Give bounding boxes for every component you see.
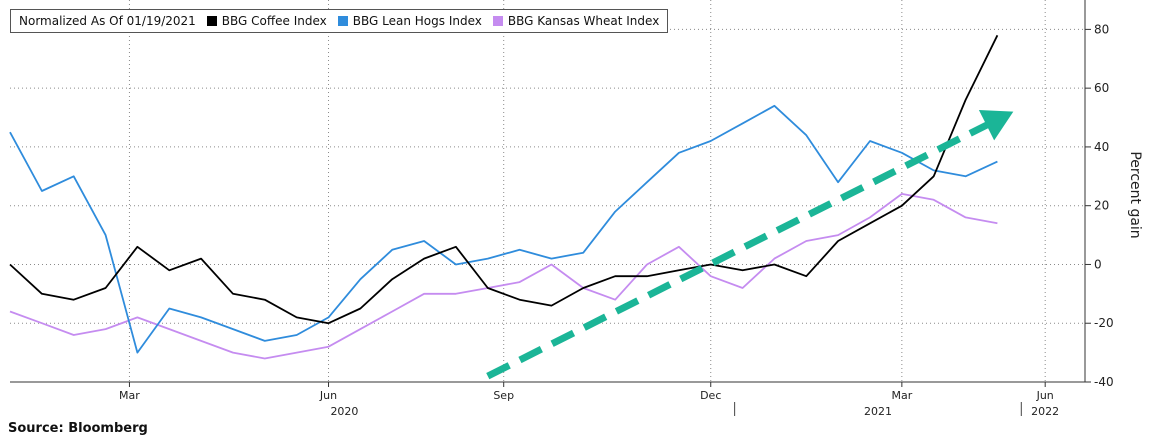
y-tick-label: 60 <box>1094 81 1109 95</box>
legend-item-lean-hogs: BBG Lean Hogs Index <box>337 14 482 28</box>
x-tick-label: Mar <box>119 389 140 402</box>
x-tick-label: Jun <box>1036 389 1054 402</box>
y-axis-title: Percent gain <box>1127 151 1143 238</box>
series-line-kansas-wheat <box>9 193 998 360</box>
legend-swatch-coffee <box>206 16 217 26</box>
y-tick-label: -40 <box>1094 375 1114 389</box>
legend-label-coffee: BBG Coffee Index <box>221 14 327 28</box>
source-note: Source: Bloomberg <box>8 421 148 436</box>
legend-label-kansas-wheat: BBG Kansas Wheat Index <box>507 14 660 28</box>
y-tick-label: 80 <box>1094 22 1109 36</box>
series-line-coffee <box>9 34 999 325</box>
legend-item-kansas-wheat: BBG Kansas Wheat Index <box>492 14 660 28</box>
y-tick-label: -20 <box>1094 316 1114 330</box>
x-tick-label: Jun <box>319 389 337 402</box>
trend-arrow-head <box>978 109 1014 141</box>
x-tick-label: Mar <box>891 389 912 402</box>
y-tick-label: 20 <box>1094 199 1109 213</box>
y-tick-label: 0 <box>1094 257 1102 271</box>
legend-item-coffee: BBG Coffee Index <box>206 14 327 28</box>
series-line-lean-hogs <box>9 104 998 354</box>
y-tick-label: 40 <box>1094 140 1109 154</box>
x-tick-label: Sep <box>493 389 514 402</box>
x-year-label: 2020 <box>330 405 358 418</box>
x-year-label: 2022 <box>1031 405 1059 418</box>
legend: Normalized As Of 01/19/2021 BBG Coffee I… <box>10 9 669 33</box>
legend-swatch-lean-hogs <box>337 16 348 26</box>
trend-arrow-shaft <box>486 116 999 380</box>
legend-label-lean-hogs: BBG Lean Hogs Index <box>352 14 482 28</box>
x-year-label: 2021 <box>864 405 892 418</box>
legend-swatch-kansas-wheat <box>492 16 503 26</box>
x-tick-label: Dec <box>700 389 721 402</box>
legend-title: Normalized As Of 01/19/2021 <box>19 14 196 28</box>
